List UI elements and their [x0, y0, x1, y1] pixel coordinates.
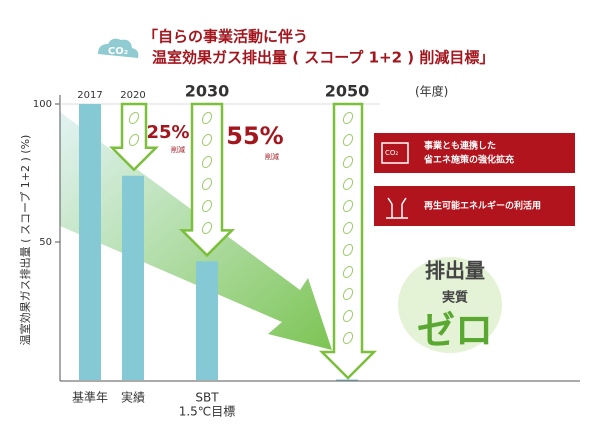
- leaf-icon: [201, 221, 213, 235]
- leaf-icon: [342, 155, 354, 169]
- zero-text: ゼロ: [417, 309, 493, 353]
- title: 「自らの事業活動に伴う: [143, 28, 308, 46]
- category-note: 実績: [121, 390, 145, 405]
- leaf-icon: [201, 155, 213, 169]
- measure-text: 省エネ施策の強化拡充: [423, 154, 514, 166]
- leaf-icon: [342, 111, 354, 125]
- bar: [79, 104, 101, 380]
- y-tick-label: 50: [39, 237, 52, 248]
- zero-text: 実質: [442, 290, 468, 306]
- bar: [196, 261, 218, 380]
- reduction-arrow: [318, 102, 378, 380]
- measure-text: 事業とも連携した: [424, 140, 496, 152]
- x-tick-label: 2030: [185, 82, 230, 101]
- leaf-icon: [201, 199, 213, 213]
- co2-icon: [98, 38, 139, 58]
- y-label: 温室効果ガス排出量 ( スコープ 1+2 ) (%): [18, 135, 32, 346]
- reduction-label: 25%: [146, 122, 189, 143]
- y-tick-label: 100: [33, 99, 52, 110]
- reduction-note: 削減: [171, 145, 185, 154]
- leaf-icon: [201, 111, 213, 125]
- leaf-icon: [342, 133, 354, 147]
- leaf-icon: [128, 111, 140, 125]
- measure-text: 再生可能エネルギーの利活用: [424, 200, 541, 212]
- icon-text: CO₂: [108, 46, 128, 57]
- category-note: 1.5℃目標: [179, 405, 236, 419]
- measure-box: [374, 133, 575, 173]
- leaf-icon: [342, 309, 354, 323]
- leaf-icon: [342, 243, 354, 257]
- leaf-icon: [128, 133, 140, 147]
- zero-blob: [398, 257, 502, 353]
- leaf-icon: [342, 177, 354, 191]
- measure-box: [374, 186, 575, 226]
- category-note: SBT: [195, 391, 219, 405]
- reduction-arrow: [108, 102, 160, 172]
- zero-text: 排出量: [425, 259, 485, 283]
- leaf-icon: [342, 331, 354, 345]
- bar: [122, 175, 144, 380]
- category-note: 基準年: [72, 390, 108, 405]
- leaf-icon: [201, 177, 213, 191]
- x-tick-label: 2050: [325, 82, 370, 101]
- x-unit: (年度): [415, 84, 448, 99]
- leaf-icon: [201, 133, 213, 147]
- icon-text: CO₂: [385, 149, 398, 157]
- leaf-icon: [342, 287, 354, 301]
- reduction-note: 削減: [265, 152, 279, 161]
- leaf-icon: [342, 199, 354, 213]
- x-tick-label: 2017: [77, 90, 102, 101]
- leaf-icon: [342, 265, 354, 279]
- title: 温室効果ガス排出量 ( スコープ 1+2 ) 削減目標」: [152, 49, 494, 67]
- leaf-icon: [342, 221, 354, 235]
- x-tick-label: 2020: [120, 90, 145, 101]
- reduction-arrow: [178, 102, 236, 258]
- reduction-label: 55%: [226, 122, 283, 150]
